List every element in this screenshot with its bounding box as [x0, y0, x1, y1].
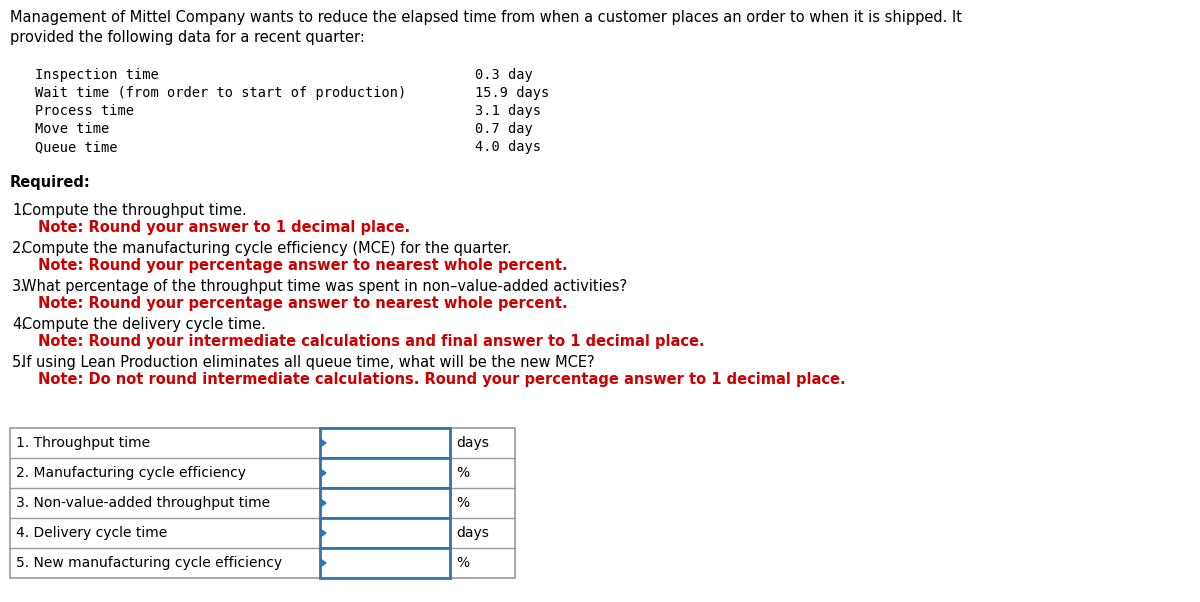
Text: Queue time: Queue time — [35, 140, 118, 154]
Text: Wait time (from order to start of production): Wait time (from order to start of produc… — [35, 86, 407, 100]
Text: Process time: Process time — [35, 104, 134, 118]
Text: %: % — [456, 556, 469, 570]
Text: 5.: 5. — [12, 355, 26, 370]
Text: 3. Non-value-added throughput time: 3. Non-value-added throughput time — [16, 496, 270, 510]
Text: 3.1 days: 3.1 days — [475, 104, 541, 118]
Polygon shape — [322, 530, 326, 536]
Polygon shape — [322, 500, 326, 506]
Text: Compute the delivery cycle time.: Compute the delivery cycle time. — [22, 317, 266, 332]
Text: What percentage of the throughput time was spent in non–value-added activities?: What percentage of the throughput time w… — [22, 279, 628, 294]
Bar — [320, 548, 450, 578]
Text: Move time: Move time — [35, 122, 109, 136]
Text: Note: Round your percentage answer to nearest whole percent.: Note: Round your percentage answer to ne… — [38, 296, 568, 311]
Text: Required:: Required: — [10, 175, 91, 190]
Polygon shape — [322, 559, 326, 566]
Text: If using Lean Production eliminates all queue time, what will be the new MCE?: If using Lean Production eliminates all … — [22, 355, 595, 370]
Text: 2. Manufacturing cycle efficiency: 2. Manufacturing cycle efficiency — [16, 466, 246, 480]
Text: 2.: 2. — [12, 241, 26, 256]
Text: 5. New manufacturing cycle efficiency: 5. New manufacturing cycle efficiency — [16, 556, 282, 570]
Text: Note: Round your answer to 1 decimal place.: Note: Round your answer to 1 decimal pla… — [38, 220, 410, 235]
Text: Management of Mittel Company wants to reduce the elapsed time from when a custom: Management of Mittel Company wants to re… — [10, 10, 962, 25]
Polygon shape — [322, 470, 326, 477]
Text: days: days — [456, 526, 488, 540]
Text: Note: Do not round intermediate calculations. Round your percentage answer to 1 : Note: Do not round intermediate calculat… — [38, 372, 846, 387]
Text: Compute the manufacturing cycle efficiency (MCE) for the quarter.: Compute the manufacturing cycle efficien… — [22, 241, 511, 256]
Text: 15.9 days: 15.9 days — [475, 86, 550, 100]
Bar — [320, 518, 450, 548]
Text: provided the following data for a recent quarter:: provided the following data for a recent… — [10, 30, 365, 45]
Text: Compute the throughput time.: Compute the throughput time. — [22, 203, 247, 218]
Text: 1.: 1. — [12, 203, 26, 218]
Text: 0.3 day: 0.3 day — [475, 68, 533, 82]
Bar — [320, 428, 450, 458]
Text: 4. Delivery cycle time: 4. Delivery cycle time — [16, 526, 167, 540]
Text: 4.: 4. — [12, 317, 26, 332]
Text: 3.: 3. — [12, 279, 26, 294]
Bar — [10, 428, 515, 578]
Text: 0.7 day: 0.7 day — [475, 122, 533, 136]
Bar — [320, 458, 450, 488]
Text: Inspection time: Inspection time — [35, 68, 158, 82]
Text: Note: Round your percentage answer to nearest whole percent.: Note: Round your percentage answer to ne… — [38, 258, 568, 273]
Text: days: days — [456, 436, 488, 450]
Polygon shape — [322, 439, 326, 447]
Bar — [320, 488, 450, 518]
Text: Note: Round your intermediate calculations and final answer to 1 decimal place.: Note: Round your intermediate calculatio… — [38, 334, 704, 349]
Text: 1. Throughput time: 1. Throughput time — [16, 436, 150, 450]
Text: %: % — [456, 496, 469, 510]
Text: %: % — [456, 466, 469, 480]
Text: 4.0 days: 4.0 days — [475, 140, 541, 154]
